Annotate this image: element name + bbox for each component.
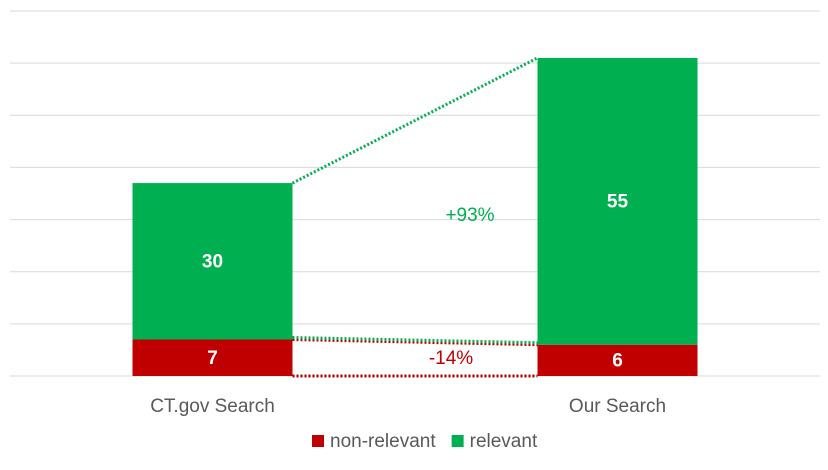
annotation: -14% (429, 348, 473, 369)
bar-segment (132, 339, 293, 376)
data-label: 55 (607, 191, 629, 212)
data-label: 30 (202, 251, 223, 272)
x-tick-label: Our Search (569, 396, 666, 417)
connector (292, 338, 538, 347)
legend-swatch (451, 435, 464, 447)
bar-segment (132, 183, 293, 340)
data-label: 7 (207, 348, 218, 369)
connector (292, 336, 538, 345)
annotation: +93% (445, 205, 494, 226)
legend-label: non-relevant (330, 431, 436, 452)
bar-segment (537, 57, 698, 345)
connector (291, 56, 539, 185)
bar-segment (537, 344, 698, 376)
x-tick-label: CT.gov Search (150, 396, 275, 417)
legend-label: relevant (470, 431, 538, 452)
legend-swatch (312, 435, 324, 447)
data-label: 6 (612, 350, 623, 371)
